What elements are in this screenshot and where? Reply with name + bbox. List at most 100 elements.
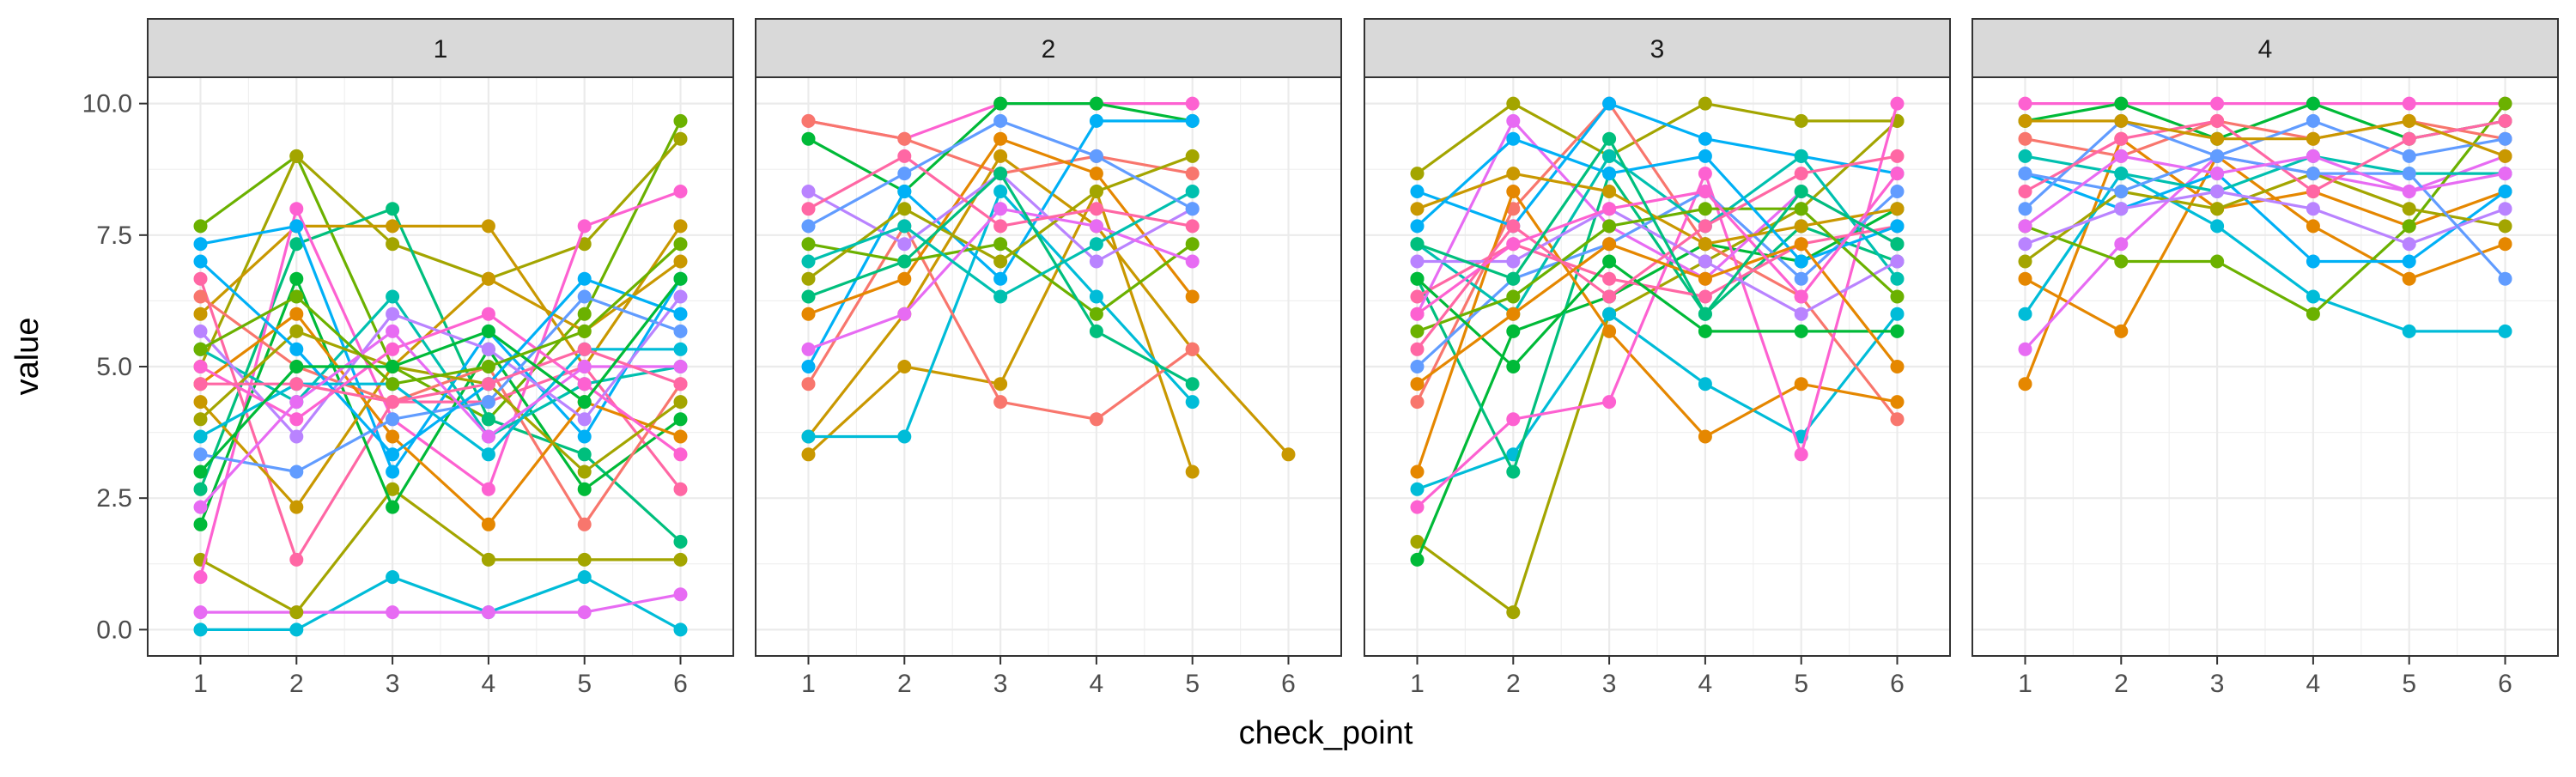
data-point bbox=[1410, 185, 1425, 198]
data-point bbox=[1602, 131, 1617, 146]
data-point bbox=[1506, 360, 1521, 373]
data-point bbox=[2114, 254, 2129, 269]
data-point bbox=[1602, 202, 1617, 216]
data-point bbox=[481, 271, 495, 286]
data-point bbox=[1698, 254, 1712, 269]
data-point bbox=[673, 342, 688, 356]
data-point bbox=[1602, 271, 1617, 286]
data-point bbox=[1698, 219, 1712, 234]
data-point bbox=[1089, 219, 1103, 234]
data-point bbox=[993, 271, 1008, 286]
data-point bbox=[1185, 237, 1200, 252]
data-point bbox=[897, 149, 912, 163]
data-point bbox=[1185, 254, 1200, 269]
data-point bbox=[386, 429, 400, 444]
data-point bbox=[1698, 429, 1712, 444]
data-point bbox=[289, 464, 304, 479]
data-point bbox=[481, 219, 495, 234]
data-point bbox=[289, 622, 304, 637]
data-point bbox=[1794, 377, 1808, 392]
data-point bbox=[993, 254, 1008, 269]
data-point bbox=[1890, 307, 1905, 321]
data-point bbox=[289, 342, 304, 356]
data-point bbox=[1410, 482, 1425, 496]
data-point bbox=[1089, 412, 1103, 427]
data-point bbox=[481, 412, 495, 427]
data-point bbox=[386, 202, 400, 216]
data-point bbox=[1506, 219, 1521, 234]
data-point bbox=[1089, 202, 1103, 216]
data-point bbox=[2114, 202, 2129, 216]
series-12 bbox=[193, 254, 688, 514]
data-point bbox=[1410, 342, 1425, 356]
data-point bbox=[2498, 167, 2512, 181]
data-point bbox=[481, 429, 495, 444]
series-22 bbox=[193, 324, 688, 514]
data-point bbox=[673, 113, 688, 128]
series-14 bbox=[2018, 185, 2512, 252]
data-point bbox=[993, 202, 1008, 216]
series-line bbox=[199, 330, 681, 508]
data-point bbox=[481, 324, 495, 338]
data-point bbox=[1698, 307, 1712, 321]
panel-series bbox=[801, 96, 1296, 479]
data-point bbox=[577, 271, 592, 286]
data-point bbox=[897, 360, 912, 373]
series-line bbox=[2024, 119, 2506, 193]
data-point bbox=[801, 289, 816, 304]
data-point bbox=[193, 622, 208, 637]
data-point bbox=[801, 271, 816, 286]
data-point bbox=[2114, 149, 2129, 163]
data-point bbox=[1890, 289, 1905, 304]
data-point bbox=[673, 271, 688, 286]
data-point bbox=[993, 149, 1008, 163]
series-20 bbox=[1410, 237, 1905, 392]
facet-panel-2: 2 1 2 3 4 5 6 bbox=[755, 18, 1342, 698]
series-line bbox=[1416, 172, 1899, 474]
data-point bbox=[1794, 113, 1808, 128]
x-tick-label: 3 bbox=[1602, 670, 1617, 698]
data-point bbox=[801, 254, 816, 269]
data-point bbox=[386, 324, 400, 338]
data-point bbox=[2306, 219, 2320, 234]
data-point bbox=[1185, 464, 1200, 479]
series-25 bbox=[193, 237, 688, 392]
data-point bbox=[1089, 96, 1103, 111]
data-point bbox=[1890, 202, 1905, 216]
data-point bbox=[1410, 307, 1425, 321]
data-point bbox=[1890, 395, 1905, 410]
data-point bbox=[2306, 202, 2320, 216]
series-line bbox=[1415, 190, 1898, 473]
data-point bbox=[673, 254, 688, 269]
series-line bbox=[199, 260, 682, 456]
data-point bbox=[1602, 307, 1617, 321]
data-point bbox=[673, 395, 688, 410]
data-point bbox=[1410, 377, 1425, 392]
data-point bbox=[2402, 237, 2416, 252]
data-point bbox=[897, 307, 912, 321]
y-axis-title: value bbox=[9, 318, 46, 396]
data-point bbox=[386, 412, 400, 427]
facet-panel-3: 3 1 2 3 4 5 6 bbox=[1364, 18, 1951, 698]
data-point bbox=[386, 605, 400, 620]
data-point bbox=[2114, 113, 2129, 128]
data-point bbox=[1794, 219, 1808, 234]
data-point bbox=[577, 289, 592, 304]
data-point bbox=[897, 271, 912, 286]
data-point bbox=[577, 324, 592, 338]
data-point bbox=[2114, 324, 2129, 338]
data-point bbox=[2210, 219, 2225, 234]
data-point bbox=[1410, 289, 1425, 304]
series-4 bbox=[801, 219, 1200, 427]
series-21 bbox=[1410, 167, 1905, 321]
x-tick-label: 6 bbox=[1890, 670, 1905, 698]
data-point bbox=[1506, 167, 1521, 181]
data-point bbox=[1185, 289, 1200, 304]
data-point bbox=[673, 552, 688, 567]
data-point bbox=[897, 202, 912, 216]
data-point bbox=[1602, 219, 1617, 234]
series-12 bbox=[801, 149, 1200, 286]
data-point bbox=[289, 271, 304, 286]
data-point bbox=[673, 289, 688, 304]
data-point bbox=[2018, 271, 2032, 286]
